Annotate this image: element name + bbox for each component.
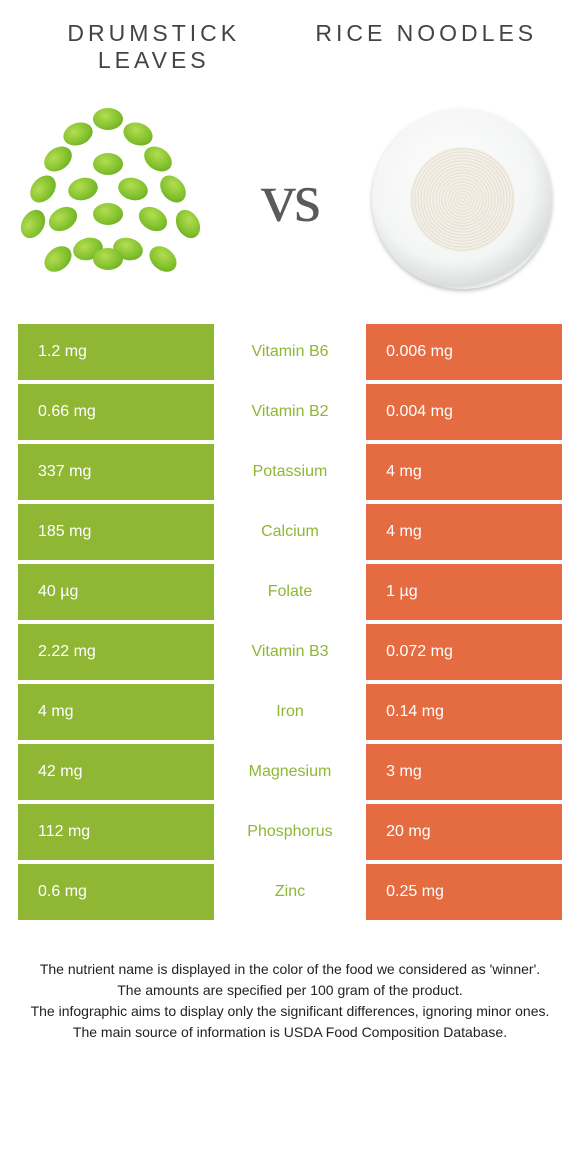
nutrient-name: Vitamin B6	[214, 324, 366, 380]
table-row: 42 mgMagnesium3 mg	[18, 744, 562, 800]
nutrient-name: Calcium	[214, 504, 366, 560]
leaves-image	[18, 104, 218, 294]
nutrient-name: Magnesium	[214, 744, 366, 800]
left-value: 4 mg	[18, 684, 214, 740]
left-value: 2.22 mg	[18, 624, 214, 680]
left-value: 40 µg	[18, 564, 214, 620]
nutrient-name: Vitamin B3	[214, 624, 366, 680]
table-row: 2.22 mgVitamin B30.072 mg	[18, 624, 562, 680]
right-value: 4 mg	[366, 504, 562, 560]
table-row: 112 mgPhosphorus20 mg	[18, 804, 562, 860]
noodles-image	[362, 104, 562, 294]
table-row: 4 mgIron0.14 mg	[18, 684, 562, 740]
left-value: 1.2 mg	[18, 324, 214, 380]
right-value: 4 mg	[366, 444, 562, 500]
table-row: 337 mgPotassium4 mg	[18, 444, 562, 500]
footer-line: The main source of information is USDA F…	[22, 1023, 558, 1042]
footer-notes: The nutrient name is displayed in the co…	[18, 960, 562, 1042]
right-value: 0.006 mg	[366, 324, 562, 380]
left-value: 42 mg	[18, 744, 214, 800]
nutrient-name: Vitamin B2	[214, 384, 366, 440]
nutrient-name: Folate	[214, 564, 366, 620]
right-value: 20 mg	[366, 804, 562, 860]
left-value: 0.6 mg	[18, 864, 214, 920]
left-value: 185 mg	[18, 504, 214, 560]
nutrient-name: Zinc	[214, 864, 366, 920]
nutrient-name: Phosphorus	[214, 804, 366, 860]
right-value: 0.004 mg	[366, 384, 562, 440]
right-value: 0.25 mg	[366, 864, 562, 920]
table-row: 0.6 mgZinc0.25 mg	[18, 864, 562, 920]
title-left: DRUMSTICK LEAVES	[28, 20, 280, 74]
left-value: 112 mg	[18, 804, 214, 860]
table-row: 1.2 mgVitamin B60.006 mg	[18, 324, 562, 380]
hero-row: vs	[18, 94, 562, 324]
left-value: 337 mg	[18, 444, 214, 500]
left-value: 0.66 mg	[18, 384, 214, 440]
table-row: 40 µgFolate1 µg	[18, 564, 562, 620]
vs-label: vs	[261, 159, 319, 239]
footer-line: The infographic aims to display only the…	[22, 1002, 558, 1021]
nutrient-table: 1.2 mgVitamin B60.006 mg0.66 mgVitamin B…	[18, 324, 562, 920]
right-value: 1 µg	[366, 564, 562, 620]
nutrient-name: Iron	[214, 684, 366, 740]
nutrient-name: Potassium	[214, 444, 366, 500]
right-value: 0.14 mg	[366, 684, 562, 740]
footer-line: The nutrient name is displayed in the co…	[22, 960, 558, 979]
title-right: RICE NOODLES	[300, 20, 552, 74]
table-row: 0.66 mgVitamin B20.004 mg	[18, 384, 562, 440]
right-value: 0.072 mg	[366, 624, 562, 680]
table-row: 185 mgCalcium4 mg	[18, 504, 562, 560]
footer-line: The amounts are specified per 100 gram o…	[22, 981, 558, 1000]
right-value: 3 mg	[366, 744, 562, 800]
